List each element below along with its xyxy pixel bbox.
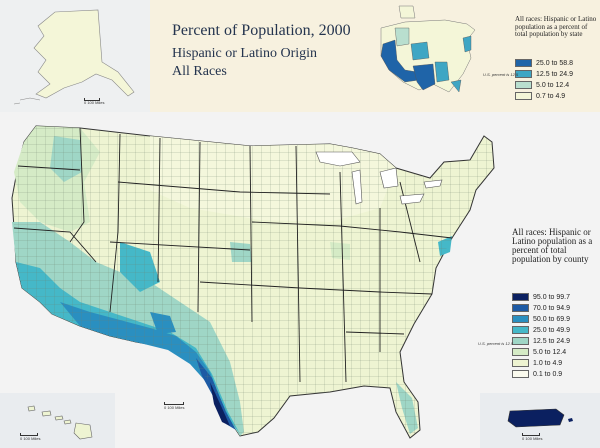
county-legend-title: All races: Hispanic or Latino population… [512, 227, 593, 264]
puerto-rico-map [507, 408, 573, 428]
county-legend: All races: Hispanic or Latino population… [508, 225, 600, 385]
legend-swatch [515, 81, 532, 89]
county-legend-row: 70.0 to 94.9 [512, 303, 570, 313]
state-legend-row: 12.5 to 24.9 [515, 69, 573, 79]
county-legend-row: 25.0 to 49.9 [512, 325, 570, 335]
legend-label: 5.0 to 12.4 [536, 81, 570, 89]
county-map: 0 100 Miles [0, 112, 600, 448]
county-us-percent: U.S. percent is 12.5 [478, 341, 514, 346]
state-inset: All races: Hispanic or Latino population… [375, 0, 600, 112]
legend-label: 25.0 to 49.9 [533, 326, 570, 334]
state-legend-row: 25.0 to 58.8 [515, 58, 573, 68]
legend-swatch [512, 304, 529, 312]
alaska-scale: 0 100 Miles [84, 100, 105, 105]
legend-label: 50.0 to 69.9 [533, 315, 570, 323]
hawaii-scale: 0 100 Miles [20, 436, 41, 441]
map-header: Percent of Population, 2000 Hispanic or … [150, 0, 375, 112]
pr-scale: 0 100 Miles [522, 436, 543, 441]
alaska-inset: 0 100 Miles [0, 0, 150, 112]
puerto-rico-inset: 0 100 Miles [480, 393, 600, 448]
legend-label: 0.1 to 0.9 [533, 370, 563, 378]
map-title: Percent of Population, 2000 [172, 22, 351, 39]
state-legend-row: 5.0 to 12.4 [515, 80, 569, 90]
legend-swatch [512, 326, 529, 334]
legend-swatch [512, 293, 529, 301]
state-legend-row: 0.7 to 4.9 [515, 91, 565, 101]
legend-label: 70.0 to 94.9 [533, 304, 570, 312]
main-scale: 0 100 Miles [164, 405, 185, 410]
legend-swatch [512, 348, 529, 356]
legend-label: 25.0 to 58.8 [536, 59, 573, 67]
county-legend-row: 12.5 to 24.9 [512, 336, 570, 346]
hawaii-inset: 0 100 Miles [0, 393, 115, 448]
legend-swatch [512, 359, 529, 367]
legend-label: 12.5 to 24.9 [536, 70, 573, 78]
county-legend-row: 1.0 to 4.9 [512, 358, 562, 368]
legend-label: 5.0 to 12.4 [533, 348, 567, 356]
legend-label: 1.0 to 4.9 [533, 359, 563, 367]
county-legend-row: 5.0 to 12.4 [512, 347, 566, 357]
map-subtitle: Hispanic or Latino Origin [172, 46, 318, 61]
county-map-drawing [11, 125, 495, 439]
legend-swatch [512, 370, 529, 378]
hawaii-map [27, 405, 93, 440]
state-us-percent: U.S. percent is 12.5 [483, 72, 519, 77]
legend-label: 0.7 to 4.9 [536, 92, 566, 100]
legend-swatch [512, 337, 529, 345]
county-legend-row: 50.0 to 69.9 [512, 314, 570, 324]
county-legend-row: 95.0 to 99.7 [512, 292, 570, 302]
state-legend-title: All races: Hispanic or Latino population… [515, 15, 597, 38]
county-legend-row: 0.1 to 0.9 [512, 369, 562, 379]
legend-label: 12.5 to 24.9 [533, 337, 570, 345]
alaska-map [13, 9, 135, 105]
legend-swatch [515, 92, 532, 100]
legend-swatch [515, 59, 532, 67]
legend-swatch [515, 70, 532, 78]
legend-label: 95.0 to 99.7 [533, 293, 570, 301]
map-subtitle-races: All Races [172, 64, 227, 79]
state-inset-map [380, 5, 476, 93]
legend-swatch [512, 315, 529, 323]
